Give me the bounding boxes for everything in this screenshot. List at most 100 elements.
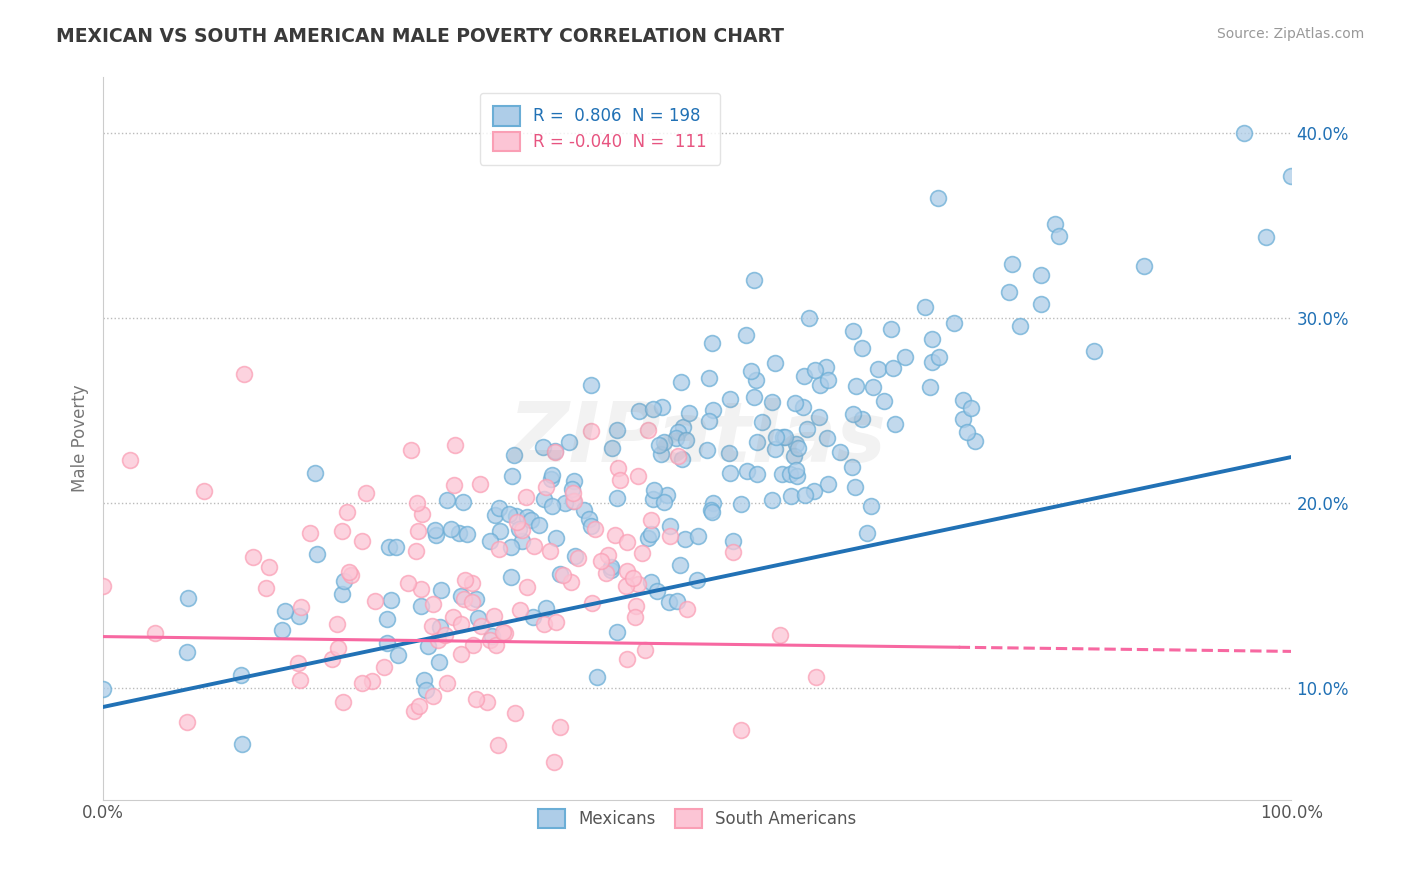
Point bbox=[406, 496, 429, 510]
Point bbox=[229, 668, 252, 682]
Point bbox=[702, 496, 724, 510]
Point bbox=[304, 467, 326, 481]
Point bbox=[429, 583, 451, 598]
Point bbox=[231, 737, 253, 751]
Point bbox=[354, 486, 377, 500]
Point bbox=[488, 541, 510, 556]
Point bbox=[193, 483, 215, 498]
Point bbox=[779, 467, 801, 481]
Point bbox=[804, 670, 827, 684]
Point bbox=[782, 449, 804, 463]
Point bbox=[143, 626, 166, 640]
Point bbox=[856, 526, 879, 541]
Point bbox=[564, 549, 586, 563]
Point bbox=[426, 633, 449, 648]
Point bbox=[1254, 230, 1277, 244]
Point bbox=[581, 519, 603, 533]
Point bbox=[336, 504, 359, 518]
Point bbox=[665, 594, 688, 608]
Point bbox=[415, 682, 437, 697]
Point bbox=[396, 576, 419, 591]
Point bbox=[763, 356, 786, 370]
Point bbox=[918, 380, 941, 394]
Point bbox=[627, 469, 650, 483]
Point bbox=[425, 528, 447, 542]
Point bbox=[510, 523, 533, 537]
Point bbox=[626, 599, 648, 613]
Point bbox=[796, 421, 818, 435]
Point bbox=[1001, 257, 1024, 271]
Point bbox=[506, 516, 529, 530]
Point bbox=[520, 513, 543, 527]
Point bbox=[450, 589, 472, 603]
Point bbox=[479, 633, 502, 648]
Point bbox=[485, 638, 508, 652]
Point bbox=[616, 652, 638, 666]
Point bbox=[583, 522, 606, 536]
Point bbox=[654, 434, 676, 449]
Point bbox=[232, 367, 254, 381]
Point bbox=[606, 491, 628, 505]
Point bbox=[460, 595, 482, 609]
Point bbox=[468, 477, 491, 491]
Point bbox=[1029, 297, 1052, 311]
Point bbox=[652, 495, 675, 509]
Point bbox=[515, 491, 537, 505]
Point bbox=[672, 420, 695, 434]
Point bbox=[91, 579, 114, 593]
Point bbox=[572, 503, 595, 517]
Point bbox=[408, 524, 430, 538]
Point bbox=[360, 673, 382, 688]
Point bbox=[254, 581, 277, 595]
Point bbox=[640, 527, 662, 541]
Point bbox=[176, 714, 198, 729]
Point bbox=[522, 609, 544, 624]
Point bbox=[700, 502, 723, 516]
Text: MEXICAN VS SOUTH AMERICAN MALE POVERTY CORRELATION CHART: MEXICAN VS SOUTH AMERICAN MALE POVERTY C… bbox=[56, 27, 785, 45]
Point bbox=[740, 363, 762, 377]
Point bbox=[562, 494, 585, 508]
Point bbox=[533, 491, 555, 506]
Point bbox=[673, 533, 696, 547]
Point bbox=[773, 430, 796, 444]
Point bbox=[793, 369, 815, 384]
Point bbox=[657, 595, 679, 609]
Point bbox=[817, 373, 839, 387]
Point bbox=[643, 483, 665, 497]
Point bbox=[429, 619, 451, 633]
Point bbox=[657, 487, 679, 501]
Point bbox=[862, 380, 884, 394]
Point bbox=[772, 430, 794, 444]
Point bbox=[548, 720, 571, 734]
Point bbox=[450, 648, 472, 662]
Point bbox=[465, 691, 488, 706]
Point bbox=[761, 492, 783, 507]
Point bbox=[373, 659, 395, 673]
Point bbox=[794, 488, 817, 502]
Point bbox=[375, 636, 398, 650]
Point bbox=[562, 493, 585, 508]
Point bbox=[600, 560, 623, 574]
Point bbox=[380, 592, 402, 607]
Point bbox=[1031, 268, 1053, 283]
Point bbox=[409, 582, 432, 597]
Point bbox=[560, 574, 582, 589]
Point bbox=[721, 545, 744, 559]
Point bbox=[650, 447, 672, 461]
Point bbox=[914, 300, 936, 314]
Point bbox=[859, 499, 882, 513]
Point bbox=[645, 584, 668, 599]
Point bbox=[787, 441, 810, 455]
Point bbox=[492, 625, 515, 640]
Point bbox=[508, 522, 530, 536]
Point bbox=[718, 466, 741, 480]
Point bbox=[589, 554, 612, 568]
Point bbox=[461, 638, 484, 652]
Point bbox=[686, 573, 709, 587]
Point bbox=[273, 604, 295, 618]
Point bbox=[352, 676, 374, 690]
Point bbox=[176, 591, 198, 606]
Point bbox=[436, 676, 458, 690]
Point bbox=[786, 469, 808, 483]
Point bbox=[548, 567, 571, 582]
